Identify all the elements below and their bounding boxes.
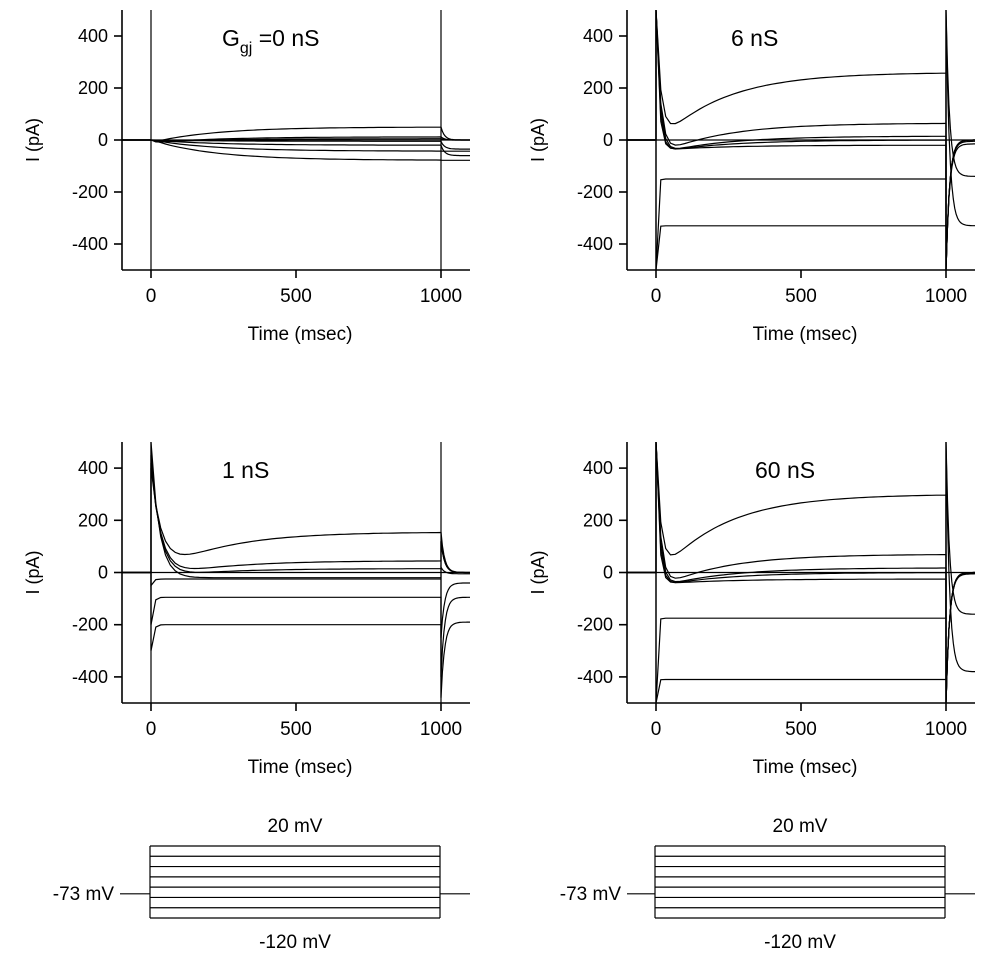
y-tick-label: 400 bbox=[78, 458, 108, 478]
current-traces bbox=[122, 441, 470, 703]
y-tick-label: 200 bbox=[583, 78, 613, 98]
x-tick-label: 1000 bbox=[925, 719, 967, 740]
x-tick-label: 500 bbox=[280, 719, 312, 740]
current-trace bbox=[122, 571, 470, 638]
current-trace bbox=[122, 126, 470, 142]
y-tick-label: 200 bbox=[78, 78, 108, 98]
y-tick-label: -200 bbox=[72, 182, 108, 202]
protocol-holding-label: -73 mV bbox=[53, 884, 115, 905]
current-trace bbox=[122, 462, 470, 574]
x-tick-label: 1000 bbox=[925, 286, 967, 307]
current-trace bbox=[627, 9, 975, 271]
protocol-bottom-label: -120 mV bbox=[764, 932, 836, 953]
current-trace bbox=[122, 571, 470, 698]
y-axis-label: I (pA) bbox=[528, 550, 548, 594]
protocol-holding-label: -73 mV bbox=[560, 884, 622, 905]
x-tick-label: 1000 bbox=[420, 286, 462, 307]
x-tick-label: 0 bbox=[146, 286, 157, 307]
y-tick-label: -400 bbox=[577, 234, 613, 254]
panel-6ns: 400 200 0 -200 -400 0 500 1000 I (pA) Time (mse… bbox=[528, 9, 976, 345]
current-traces bbox=[627, 441, 976, 704]
panel-title: 6 nS bbox=[731, 25, 778, 51]
y-axis-label: I (pA) bbox=[23, 550, 43, 594]
current-trace bbox=[627, 9, 975, 271]
current-trace bbox=[122, 455, 470, 574]
current-trace bbox=[122, 136, 470, 143]
voltage-protocol-left: 20 mV -120 mV -73 mV bbox=[53, 816, 470, 953]
panel-1ns: 400 200 0 -200 -400 0 500 1000 I (pA) Time (mse… bbox=[23, 441, 470, 778]
y-tick-label: -400 bbox=[72, 234, 108, 254]
x-tick-label: 0 bbox=[146, 719, 157, 740]
current-trace bbox=[627, 441, 975, 704]
x-axis-label: Time (msec) bbox=[248, 324, 353, 345]
protocol-top-label: 20 mV bbox=[773, 816, 828, 837]
voltage-protocol-right: 20 mV -120 mV -73 mV bbox=[560, 816, 975, 953]
y-tick-label: 0 bbox=[98, 130, 108, 150]
y-tick-label: 400 bbox=[583, 458, 613, 478]
title-value: =0 nS bbox=[252, 25, 319, 51]
current-trace bbox=[122, 139, 470, 150]
panel-ggj-0ns: 400 200 0 -200 -400 0 500 1000 I (pA) Time (mse… bbox=[23, 10, 470, 345]
title-g: G bbox=[222, 25, 240, 51]
y-tick-label: 200 bbox=[583, 510, 613, 530]
x-tick-label: 1000 bbox=[420, 719, 462, 740]
current-trace bbox=[122, 571, 470, 677]
y-tick-label: -400 bbox=[577, 667, 613, 687]
x-axis-label: Time (msec) bbox=[753, 324, 858, 345]
current-trace bbox=[122, 139, 470, 152]
panel-title: Ggj =0 nS bbox=[222, 25, 319, 57]
y-tick-label: -200 bbox=[577, 615, 613, 635]
current-trace bbox=[627, 441, 975, 704]
current-trace bbox=[122, 468, 470, 574]
current-trace bbox=[627, 9, 976, 271]
x-axis-label: Time (msec) bbox=[248, 757, 353, 778]
y-tick-label: -200 bbox=[72, 615, 108, 635]
panel-60ns: 400 200 0 -200 -400 0 500 1000 I (pA) Time (mse… bbox=[528, 441, 976, 778]
y-tick-label: 200 bbox=[78, 510, 108, 530]
y-tick-label: -200 bbox=[577, 182, 613, 202]
current-trace bbox=[122, 139, 470, 161]
x-tick-label: 500 bbox=[785, 719, 817, 740]
x-tick-label: 500 bbox=[280, 286, 312, 307]
y-tick-label: 0 bbox=[603, 563, 613, 583]
x-tick-label: 0 bbox=[651, 719, 662, 740]
y-axis-label: I (pA) bbox=[528, 118, 548, 162]
y-tick-label: -400 bbox=[72, 667, 108, 687]
y-tick-label: 400 bbox=[78, 26, 108, 46]
current-traces bbox=[627, 9, 976, 271]
y-tick-label: 400 bbox=[583, 26, 613, 46]
panel-title: 60 nS bbox=[755, 457, 815, 483]
protocol-top-label: 20 mV bbox=[268, 816, 323, 837]
protocol-bottom-label: -120 mV bbox=[259, 932, 331, 953]
current-trace bbox=[627, 9, 975, 271]
y-axis-label: I (pA) bbox=[23, 118, 43, 162]
y-tick-label: 0 bbox=[603, 130, 613, 150]
current-traces bbox=[122, 10, 470, 270]
x-axis-label: Time (msec) bbox=[753, 757, 858, 778]
current-trace bbox=[122, 441, 470, 579]
panel-title: 1 nS bbox=[222, 457, 269, 483]
current-trace bbox=[627, 441, 975, 704]
current-trace bbox=[122, 139, 470, 157]
y-tick-label: 0 bbox=[98, 563, 108, 583]
x-tick-label: 0 bbox=[651, 286, 662, 307]
title-subscript: gj bbox=[240, 40, 252, 57]
x-tick-label: 500 bbox=[785, 286, 817, 307]
